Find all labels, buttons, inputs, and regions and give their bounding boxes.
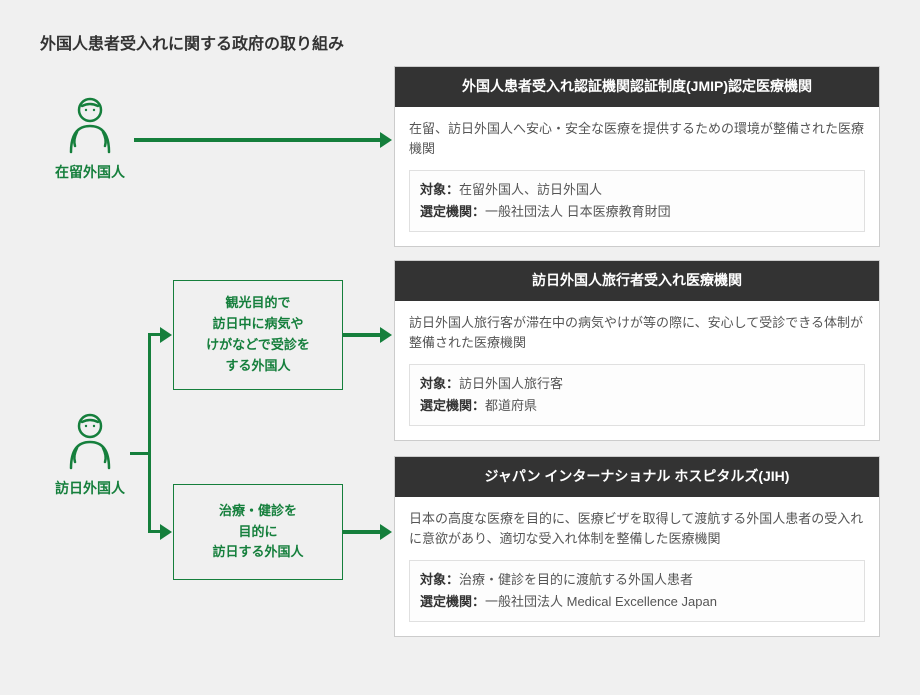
card-traveler-header: 訪日外国人旅行者受入れ医療機関 [395,261,879,301]
midbox-medical: 治療・健診を 目的に 訪日する外国人 [173,484,343,580]
person-icon [63,410,117,470]
person-resident-label: 在留外国人 [50,162,130,182]
midbox-medical-line: 治療・健診を [219,503,297,518]
info-org-label: 選定機関： [420,398,485,413]
info-target-label: 対象： [420,572,459,587]
card-jmip: 外国人患者受入れ認証機関認証制度(JMIP)認定医療機関 在留、訪日外国人へ安心… [394,66,880,247]
person-visitor-label: 訪日外国人 [50,478,130,498]
info-org: 一般社団法人 日本医療教育財団 [485,204,671,219]
info-target-label: 対象： [420,376,459,391]
card-jih-header: ジャパン インターナショナル ホスピタルズ(JIH) [395,457,879,497]
page-title: 外国人患者受入れに関する政府の取り組み [40,30,344,54]
card-traveler-info: 対象：訪日外国人旅行客 選定機関：都道府県 [409,364,865,426]
info-org: 一般社団法人 Medical Excellence Japan [485,594,717,609]
midbox-tourist: 観光目的で 訪日中に病気や けがなどで受診を する外国人 [173,280,343,390]
midbox-tourist-line: けがなどで受診を [206,337,310,352]
midbox-tourist-line: 観光目的で [225,295,290,310]
info-org: 都道府県 [485,398,537,413]
person-icon [63,94,117,154]
midbox-medical-line: 訪日する外国人 [212,544,303,559]
midbox-tourist-line: 訪日中に病気や [212,316,303,331]
midbox-medical-line: 目的に [238,524,277,539]
card-jmip-desc: 在留、訪日外国人へ安心・安全な医療を提供するための環境が整備された医療機関 [409,119,865,161]
card-traveler-desc: 訪日外国人旅行客が滞在中の病気やけが等の際に、安心して受診できる体制が整備された… [409,313,865,355]
info-org-label: 選定機関： [420,204,485,219]
person-visitor: 訪日外国人 [50,410,130,498]
info-org-label: 選定機関： [420,594,485,609]
card-jmip-header: 外国人患者受入れ認証機関認証制度(JMIP)認定医療機関 [395,67,879,107]
info-target: 在留外国人、訪日外国人 [459,182,602,197]
info-target: 治療・健診を目的に渡航する外国人患者 [459,572,693,587]
midbox-tourist-line: する外国人 [225,358,290,373]
card-jih-info: 対象：治療・健診を目的に渡航する外国人患者 選定機関：一般社団法人 Medica… [409,560,865,622]
card-jih-desc: 日本の高度な医療を目的に、医療ビザを取得して渡航する外国人患者の受入れに意欲があ… [409,509,865,551]
card-jih: ジャパン インターナショナル ホスピタルズ(JIH) 日本の高度な医療を目的に、… [394,456,880,637]
card-traveler: 訪日外国人旅行者受入れ医療機関 訪日外国人旅行客が滞在中の病気やけが等の際に、安… [394,260,880,441]
person-resident: 在留外国人 [50,94,130,182]
card-jmip-info: 対象：在留外国人、訪日外国人 選定機関：一般社団法人 日本医療教育財団 [409,170,865,232]
info-target: 訪日外国人旅行客 [459,376,563,391]
info-target-label: 対象： [420,182,459,197]
